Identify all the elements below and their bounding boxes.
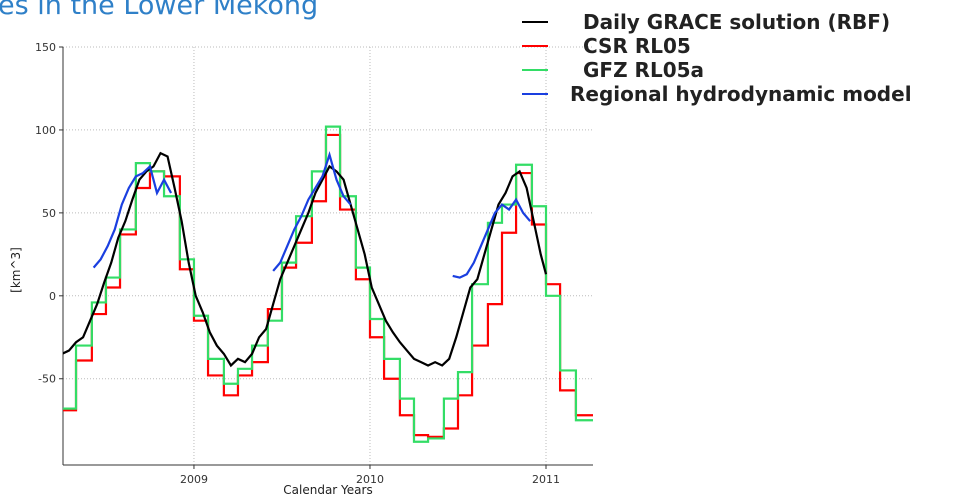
legend-label: Daily GRACE solution (RBF) [583, 10, 890, 34]
x-axis-label: Calendar Years [283, 483, 372, 497]
y-tick-label: 150 [35, 41, 56, 54]
y-tick-label: 0 [49, 290, 56, 303]
legend-label: GFZ RL05a [583, 58, 704, 82]
line-series [63, 133, 593, 438]
y-axis-label: [km^3] [9, 247, 23, 293]
line-series [92, 151, 531, 279]
y-tick-label: 50 [42, 207, 56, 220]
legend-label: CSR RL05 [583, 34, 691, 58]
y-tick-label: 100 [35, 124, 56, 137]
legend-label: Regional hydrodynamic model [570, 82, 912, 106]
line-series [63, 151, 548, 368]
chart-title: es in the Lower Mekong [0, 0, 318, 21]
x-tick-label: 2009 [180, 473, 208, 486]
x-tick-label: 2011 [532, 473, 560, 486]
x-tick-label: 2010 [356, 473, 384, 486]
y-tick-label: -50 [38, 373, 56, 386]
